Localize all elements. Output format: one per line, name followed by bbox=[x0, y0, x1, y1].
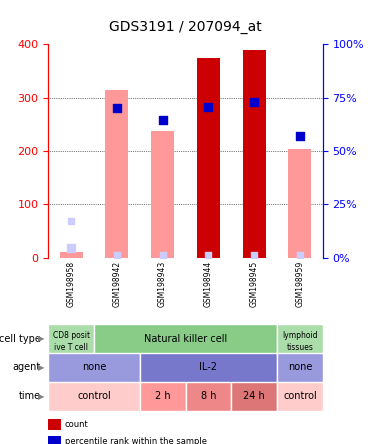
FancyBboxPatch shape bbox=[277, 382, 323, 411]
Point bbox=[114, 251, 120, 258]
FancyBboxPatch shape bbox=[48, 324, 94, 353]
FancyBboxPatch shape bbox=[140, 382, 186, 411]
Bar bbox=[289, 149, 311, 258]
Text: GSM198945: GSM198945 bbox=[250, 261, 259, 307]
Point bbox=[297, 132, 303, 139]
Bar bbox=[151, 131, 174, 258]
Bar bbox=[105, 90, 128, 258]
Text: percentile rank within the sample: percentile rank within the sample bbox=[65, 437, 207, 444]
Point bbox=[206, 104, 211, 111]
Point bbox=[251, 99, 257, 106]
Point bbox=[206, 251, 211, 258]
Text: ▶: ▶ bbox=[38, 363, 45, 372]
Text: 2 h: 2 h bbox=[155, 391, 170, 401]
FancyBboxPatch shape bbox=[140, 353, 277, 382]
Bar bbox=[60, 252, 82, 258]
Text: control: control bbox=[283, 391, 317, 401]
Text: Natural killer cell: Natural killer cell bbox=[144, 333, 227, 344]
Point bbox=[160, 116, 165, 123]
FancyBboxPatch shape bbox=[186, 382, 231, 411]
Text: 24 h: 24 h bbox=[243, 391, 265, 401]
Text: CD8 posit: CD8 posit bbox=[53, 331, 90, 340]
Text: time: time bbox=[19, 391, 41, 401]
Point bbox=[68, 244, 74, 251]
FancyBboxPatch shape bbox=[231, 382, 277, 411]
Text: count: count bbox=[65, 420, 89, 429]
Text: none: none bbox=[82, 362, 106, 373]
Text: GSM198942: GSM198942 bbox=[112, 261, 121, 307]
Text: cell type: cell type bbox=[0, 333, 41, 344]
FancyBboxPatch shape bbox=[48, 382, 140, 411]
Point bbox=[68, 218, 74, 225]
Text: GSM198958: GSM198958 bbox=[67, 261, 76, 307]
Text: GSM198959: GSM198959 bbox=[295, 261, 304, 307]
Text: control: control bbox=[77, 391, 111, 401]
Text: GDS3191 / 207094_at: GDS3191 / 207094_at bbox=[109, 20, 262, 34]
Text: lymphoid: lymphoid bbox=[282, 331, 318, 340]
FancyBboxPatch shape bbox=[277, 353, 323, 382]
FancyBboxPatch shape bbox=[94, 324, 277, 353]
Bar bbox=[197, 58, 220, 258]
Text: tissues: tissues bbox=[286, 343, 313, 352]
Text: GSM198943: GSM198943 bbox=[158, 261, 167, 307]
Point bbox=[114, 105, 120, 112]
Text: none: none bbox=[288, 362, 312, 373]
Text: GSM198944: GSM198944 bbox=[204, 261, 213, 307]
Point bbox=[160, 251, 165, 258]
Bar bbox=[243, 50, 266, 258]
Point bbox=[297, 251, 303, 258]
Text: 8 h: 8 h bbox=[201, 391, 216, 401]
FancyBboxPatch shape bbox=[277, 324, 323, 353]
Text: ▶: ▶ bbox=[38, 334, 45, 343]
Text: ive T cell: ive T cell bbox=[54, 343, 88, 352]
Text: ▶: ▶ bbox=[38, 392, 45, 401]
Text: agent: agent bbox=[13, 362, 41, 373]
FancyBboxPatch shape bbox=[48, 353, 140, 382]
Point bbox=[251, 251, 257, 258]
Text: IL-2: IL-2 bbox=[199, 362, 217, 373]
